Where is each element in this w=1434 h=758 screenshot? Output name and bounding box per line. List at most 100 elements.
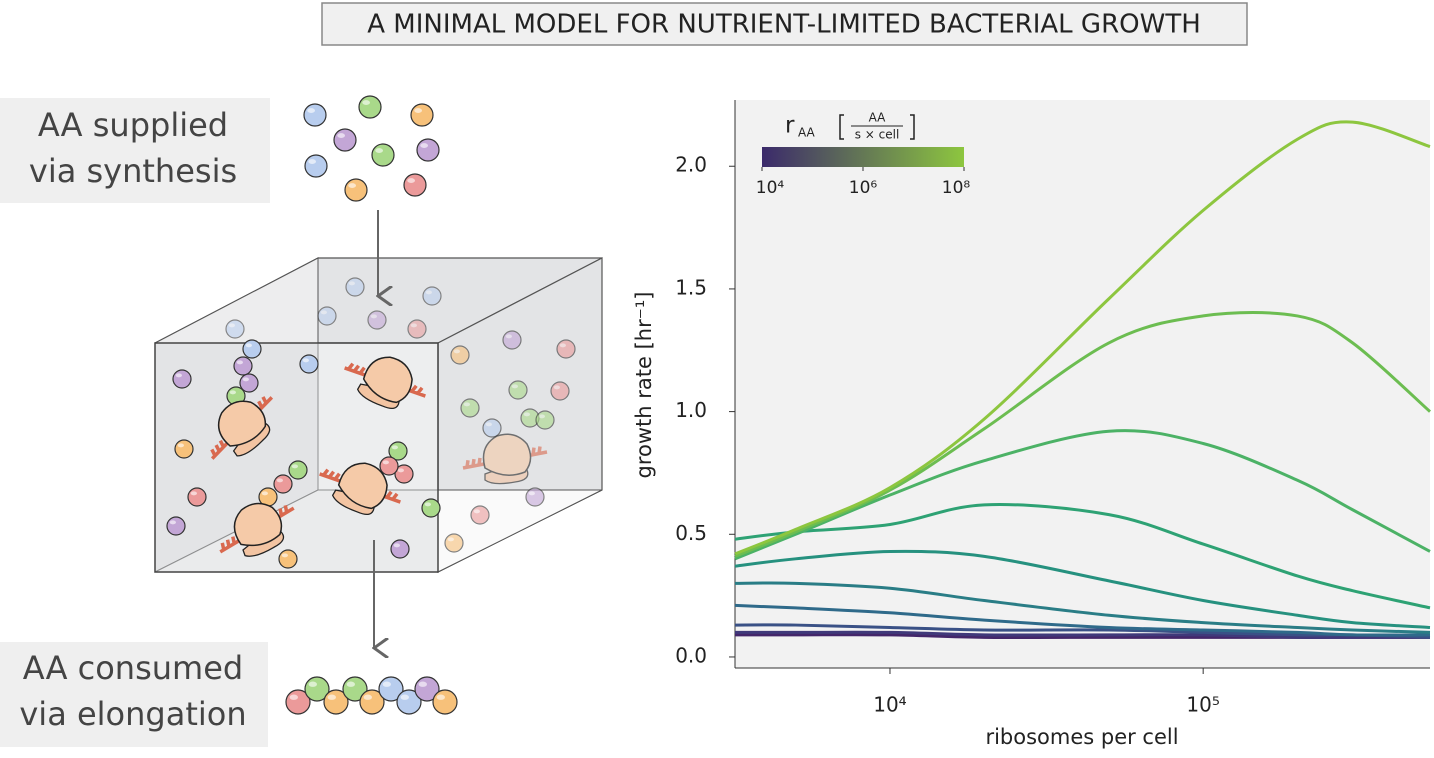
ball [333, 128, 357, 152]
amino-acid [379, 456, 399, 476]
line [734, 311, 1431, 558]
highlight [245, 343, 253, 348]
large-subunit [482, 433, 532, 476]
ball [450, 345, 470, 365]
amino-acid [323, 689, 349, 715]
x-tick-label: 10⁵ [1186, 693, 1219, 717]
y-tick-label: 0.5 [675, 521, 707, 545]
colorbar-tick-label: 10⁶ [849, 178, 878, 198]
highlight [485, 422, 492, 427]
large-subunit [217, 400, 267, 447]
amino-acid [407, 319, 427, 339]
highlight [400, 694, 409, 700]
highlight [473, 509, 480, 514]
highlight [337, 133, 345, 139]
amino-acid [556, 339, 576, 359]
line [734, 120, 1431, 556]
highlight [327, 694, 336, 700]
ball [371, 143, 395, 167]
amino-acid [172, 369, 192, 389]
ball [525, 487, 545, 507]
highlight [242, 377, 250, 382]
amino-acid [344, 178, 368, 202]
highlight [407, 178, 415, 184]
ball [502, 330, 522, 350]
highlight [511, 384, 518, 389]
highlight [177, 443, 185, 448]
ball [535, 410, 555, 430]
colorbar-units-den: s × cell [855, 128, 900, 142]
ball [166, 516, 186, 536]
ball [421, 498, 441, 518]
highlight [261, 491, 268, 496]
amino-acid [482, 418, 502, 438]
series-group [734, 120, 1431, 640]
title: A MINIMAL MODEL FOR NUTRIENT-LIMITED BAC… [367, 10, 1201, 40]
highlight [382, 681, 391, 687]
amino-acid [525, 487, 545, 507]
amino-acid [394, 464, 414, 484]
highlight [175, 373, 183, 378]
ball [550, 381, 570, 401]
highlight [281, 553, 288, 558]
highlight [505, 334, 512, 339]
amino-acid [299, 354, 319, 374]
highlight [228, 323, 236, 328]
amino-acid [359, 689, 385, 715]
highlight [453, 349, 460, 354]
amino-acid [444, 533, 464, 553]
amino-acid [233, 356, 253, 376]
ribosome [319, 462, 401, 516]
highlight [523, 412, 530, 417]
amino-acid [225, 319, 245, 339]
highlight [538, 414, 545, 419]
large-subunit [337, 462, 388, 510]
amino-acid [358, 95, 382, 119]
amino-acid [432, 689, 458, 715]
amino-acid [414, 676, 440, 702]
amino-acid [403, 173, 427, 197]
ball [345, 277, 365, 297]
highlight [348, 183, 356, 189]
highlight [447, 537, 454, 542]
amino-acid [508, 380, 528, 400]
amino-acid [421, 498, 441, 518]
highlight [420, 143, 428, 149]
x-axis-label: ribosomes per cell [985, 725, 1178, 749]
highlight [236, 360, 244, 365]
highlight [346, 681, 355, 687]
ball [174, 439, 194, 459]
highlight [410, 323, 417, 328]
amino-acid [345, 277, 365, 297]
highlight [463, 402, 470, 407]
highlight [382, 460, 389, 465]
y-axis-label: growth rate [hr⁻¹] [632, 292, 656, 479]
ball [444, 533, 464, 553]
highlight [302, 358, 309, 363]
ribosome [344, 356, 426, 410]
label-box [0, 98, 270, 203]
highlight [190, 491, 198, 496]
ball [242, 339, 262, 359]
amino-acid [304, 676, 330, 702]
ball [410, 103, 434, 127]
bracket [910, 114, 915, 140]
ball [460, 398, 480, 418]
ball [407, 319, 427, 339]
line [734, 503, 1431, 610]
ball [432, 689, 458, 715]
highlight [553, 385, 560, 390]
ball [233, 356, 253, 376]
ball [367, 310, 387, 330]
amino-acid [278, 549, 298, 569]
ball [422, 286, 442, 306]
y-tick-label: 1.5 [675, 275, 707, 299]
bracket [839, 114, 844, 140]
highlight [425, 290, 432, 295]
highlight [559, 343, 566, 348]
highlight [393, 543, 400, 548]
highlight [418, 681, 427, 687]
amino-acid [470, 505, 490, 525]
amino-acid [520, 408, 540, 428]
